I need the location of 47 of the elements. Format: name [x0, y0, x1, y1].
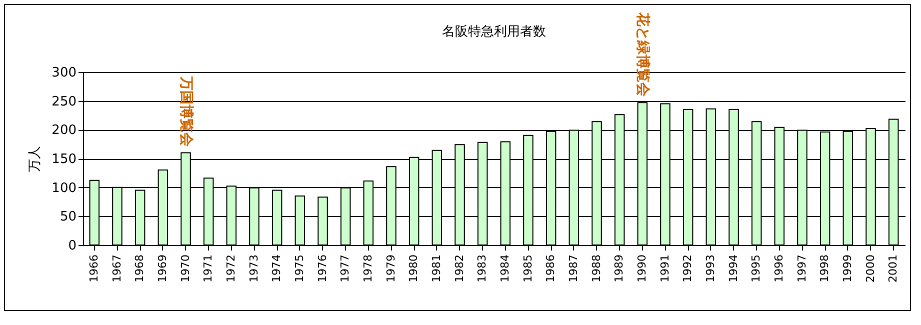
x-tick-label: 1984: [498, 254, 512, 282]
y-tick-label: 150: [52, 152, 76, 167]
y-tick-label: 50: [60, 210, 76, 225]
x-tick-label: 1972: [224, 254, 238, 282]
x-tick-label: 1973: [247, 254, 260, 282]
y-tick-label: 200: [52, 123, 76, 138]
y-tick-label: 0: [68, 238, 76, 254]
x-tick-label: 1966: [87, 254, 100, 282]
x-tick-label: 1986: [544, 254, 558, 282]
y-tick-label: 250: [52, 94, 76, 110]
x-tick-label: 1989: [612, 254, 626, 282]
y-tick-label: 100: [52, 180, 76, 196]
x-tick-label: 1997: [795, 254, 808, 282]
chart-title: 名阪特急利用者数: [442, 24, 546, 40]
x-tick-label: 1981: [430, 254, 443, 282]
x-tick-label: 1995: [750, 254, 763, 282]
x-tick-label: 1987: [566, 254, 580, 282]
x-tick-label: 1992: [681, 254, 694, 282]
annotation: 万国博覧会: [178, 76, 194, 148]
x-tick-label: 2001: [886, 254, 900, 282]
x-tick-label: 1996: [772, 254, 786, 282]
x-tick-label: 1982: [452, 254, 466, 282]
x-tick-label: 1980: [407, 254, 420, 282]
annotation: 花と緑博覧会: [634, 12, 650, 98]
x-tick-label: 1978: [361, 254, 374, 282]
x-tick-label: 1967: [110, 254, 124, 282]
x-tick-label: 1970: [178, 254, 192, 282]
x-tick-label: 1990: [635, 254, 648, 282]
x-tick-label: 1976: [316, 254, 329, 282]
x-tick-label: 1975: [292, 254, 306, 282]
x-tick-label: 1979: [384, 254, 398, 282]
x-tick-label: 1999: [840, 254, 854, 282]
x-tick-label: 1974: [270, 254, 284, 282]
x-tick-label: 1991: [658, 254, 672, 282]
x-tick-label: 1983: [476, 254, 489, 282]
x-tick-label: 1971: [202, 254, 215, 282]
x-tick-label: 1988: [590, 254, 603, 282]
x-tick-label: 1994: [726, 254, 740, 282]
x-tick-label: 1993: [704, 254, 717, 282]
x-tick-label: 2000: [864, 254, 877, 282]
x-tick-label: 1969: [156, 254, 169, 282]
x-tick-label: 1998: [818, 254, 832, 282]
x-tick-label: 1968: [133, 254, 146, 282]
y-axis-title: 万人: [28, 146, 43, 172]
x-tick-label: 1985: [521, 254, 534, 282]
y-tick-label: 300: [52, 66, 76, 80]
x-tick-label: 1977: [338, 254, 352, 282]
